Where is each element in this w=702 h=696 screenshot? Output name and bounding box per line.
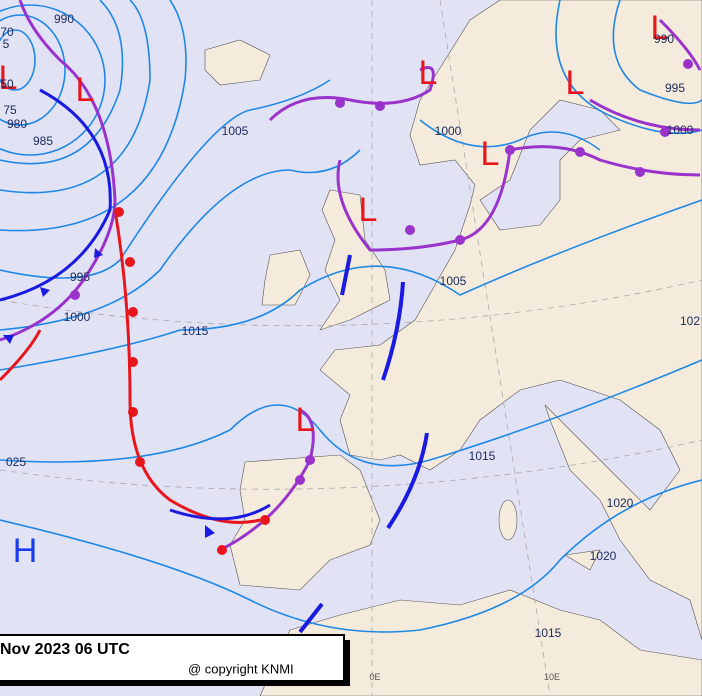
low-center: L — [481, 135, 500, 173]
isobar-label: 1000 — [435, 124, 462, 138]
isobar-label: 1000 — [667, 123, 694, 137]
isobar-label: 025 — [6, 455, 26, 469]
isobar-label: 990 — [54, 12, 74, 26]
isobar-labels: 990 70 5 50 75 980 985 1005 995 1000 101… — [0, 12, 700, 640]
isobar-label: 5 — [3, 37, 10, 51]
isobar-label: 1000 — [64, 310, 91, 324]
isobar-label: 102 — [680, 314, 700, 328]
low-center: L — [76, 71, 95, 109]
isobar-label: 50 — [0, 77, 14, 91]
isobar-label: 1005 — [440, 274, 467, 288]
low-center: L — [419, 54, 438, 92]
isobar-label: 1015 — [182, 324, 209, 338]
title-box: Nov 2023 06 UTC @ copyright KNMI — [0, 634, 350, 686]
title: Nov 2023 06 UTC — [0, 641, 130, 658]
low-center: L — [566, 64, 585, 102]
isobar-label: 1015 — [469, 449, 496, 463]
isobar-label: 995 — [70, 270, 90, 284]
land — [204, 0, 702, 696]
isobar-label: 995 — [665, 81, 685, 95]
isobar-label: 1005 — [222, 124, 249, 138]
isobar-label: 1020 — [590, 549, 617, 563]
isobar-label: 1015 — [535, 626, 562, 640]
isobars — [0, 0, 702, 633]
low-center: L — [0, 59, 17, 97]
meridian-label: 10E — [544, 672, 560, 682]
isobar-label: 1020 — [607, 496, 634, 510]
isobar-label: 75 — [3, 103, 17, 117]
meridian-label: 0E — [369, 672, 380, 682]
high-center: H — [13, 532, 38, 570]
fronts — [0, 0, 702, 634]
low-center: L — [651, 9, 670, 47]
isobar-label: 990 — [654, 32, 674, 46]
copyright: @ copyright KNMI — [188, 661, 294, 676]
low-center: L — [296, 401, 315, 439]
low-center: L — [359, 191, 378, 229]
isobar-label: 70 — [0, 25, 14, 39]
isobar-label: 980 — [7, 117, 27, 131]
isobar-label: 985 — [33, 134, 53, 148]
pressure-centers: L L L L L L L L H — [0, 9, 669, 570]
